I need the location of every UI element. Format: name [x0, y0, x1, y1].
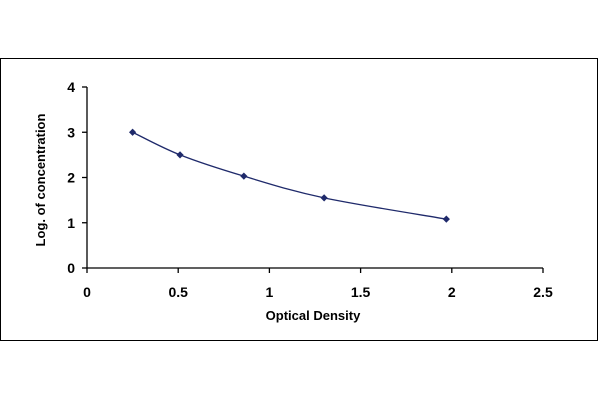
x-tick-label: 0.5 — [168, 284, 188, 300]
x-tick-label: 2 — [448, 284, 456, 300]
data-point-marker — [320, 194, 328, 202]
series-line — [132, 131, 447, 220]
y-tick-label: 3 — [67, 124, 75, 140]
data-point-marker — [442, 215, 450, 223]
data-point-marker — [240, 172, 248, 180]
y-tick-label: 4 — [67, 79, 75, 95]
y-tick-label: 1 — [67, 215, 75, 231]
standard-curve-chart: 0 1 2 3 4 0 0.5 1 1.5 2 2.5 Optical Density Log. o… — [33, 79, 553, 323]
y-tick-label: 2 — [67, 170, 75, 186]
plot-area: 0 1 2 3 4 0 0.5 1 1.5 2 2.5 — [67, 79, 553, 300]
data-point-marker — [129, 128, 137, 136]
data-point-marker — [176, 151, 184, 159]
y-tick-label: 0 — [67, 260, 75, 276]
x-axis-title: Optical Density — [266, 308, 361, 323]
x-tick-label: 0 — [83, 284, 91, 300]
chart-frame: 0 1 2 3 4 0 0.5 1 1.5 2 2.5 Optical Density Log. o… — [0, 58, 598, 341]
x-tick-label: 1 — [266, 284, 274, 300]
y-axis-title: Log. of concentration — [33, 114, 48, 247]
x-tick-label: 2.5 — [533, 284, 553, 300]
x-tick-label: 1.5 — [351, 284, 371, 300]
